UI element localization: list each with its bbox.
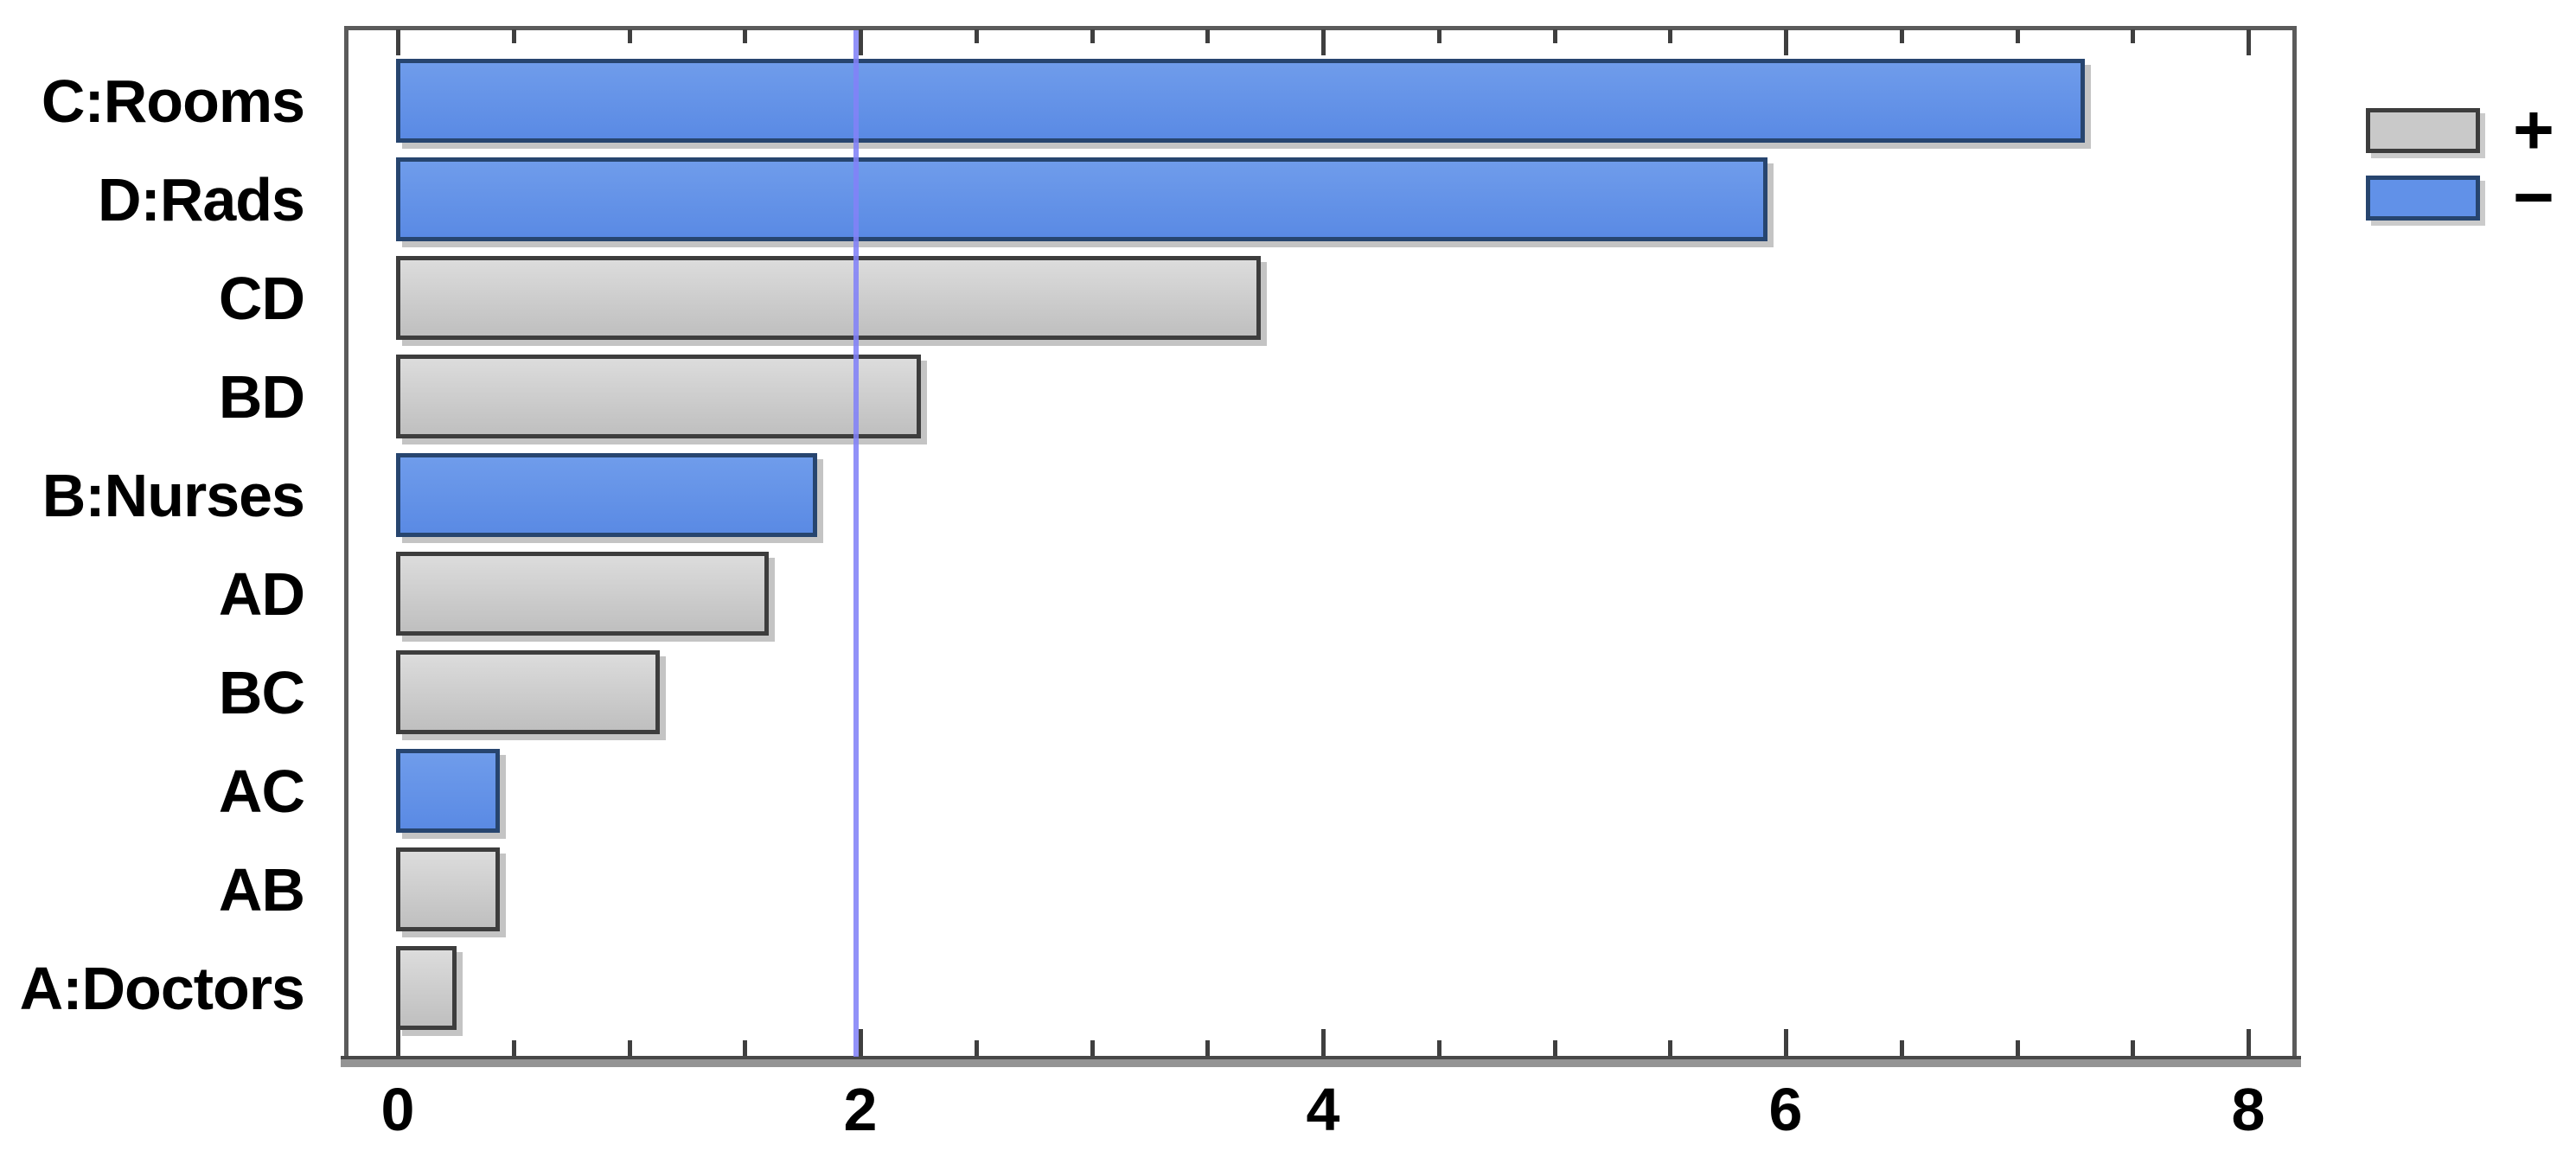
category-label-c-rooms: C:Rooms	[41, 67, 305, 135]
x-tick-minor-top-2.5	[975, 29, 979, 43]
x-tick-minor-bottom-5.5	[1668, 1040, 1672, 1057]
x-tick-minor-top-4.5	[1437, 29, 1441, 43]
x-tick-minor-bottom-2.5	[975, 1040, 979, 1057]
legend-label-minus: −	[2513, 158, 2554, 237]
bar-ac	[396, 749, 500, 833]
bar-b-nurses	[396, 453, 817, 537]
x-tick-minor-bottom-4.5	[1437, 1040, 1441, 1057]
x-tick-major-bottom-2	[859, 1029, 863, 1057]
x-tick-minor-top-7	[2016, 29, 2020, 43]
x-tick-minor-top-7.5	[2131, 29, 2135, 43]
x-tick-minor-top-6.5	[1900, 29, 1904, 43]
x-tick-label-2: 2	[843, 1076, 878, 1143]
x-tick-minor-top-5	[1553, 29, 1557, 43]
x-tick-minor-top-1.5	[743, 29, 747, 43]
x-tick-label-0: 0	[380, 1076, 415, 1143]
legend-swatch-minus-icon	[2366, 176, 2480, 221]
x-tick-label-6: 6	[1768, 1076, 1803, 1143]
bar-a-doctors	[396, 946, 457, 1030]
bar-ab	[396, 847, 500, 931]
x-tick-major-top-0	[396, 29, 400, 55]
x-tick-minor-bottom-3	[1090, 1040, 1095, 1057]
x-tick-major-bottom-0	[396, 1029, 400, 1057]
x-tick-major-bottom-6	[1784, 1029, 1788, 1057]
x-tick-minor-top-0.5	[512, 29, 516, 43]
x-tick-minor-bottom-0.5	[512, 1040, 516, 1057]
x-tick-minor-bottom-6.5	[1900, 1040, 1904, 1057]
reference-line	[853, 30, 859, 1057]
x-tick-minor-top-5.5	[1668, 29, 1672, 43]
bar-d-rads	[396, 157, 1767, 241]
x-tick-major-top-2	[859, 29, 863, 55]
category-label-ad: AD	[218, 560, 305, 628]
bar-cd	[396, 256, 1261, 340]
legend-swatch-plus-icon	[2366, 108, 2480, 153]
x-tick-minor-bottom-3.5	[1205, 1040, 1210, 1057]
category-label-d-rads: D:Rads	[97, 165, 305, 233]
x-tick-minor-top-3.5	[1205, 29, 1210, 43]
x-tick-label-8: 8	[2231, 1076, 2266, 1143]
category-label-ab: AB	[218, 855, 305, 924]
x-tick-major-bottom-8	[2247, 1029, 2251, 1057]
plot-frame	[344, 26, 2297, 1057]
category-label-bd: BD	[218, 362, 305, 431]
category-label-cd: CD	[218, 264, 305, 332]
category-label-b-nurses: B:Nurses	[42, 461, 305, 529]
x-axis-line	[341, 1056, 2301, 1067]
x-tick-major-top-6	[1784, 29, 1788, 55]
bar-c-rooms	[396, 59, 2085, 143]
category-label-ac: AC	[218, 757, 305, 825]
x-tick-minor-bottom-7.5	[2131, 1040, 2135, 1057]
x-tick-minor-bottom-5	[1553, 1040, 1557, 1057]
x-tick-major-top-4	[1321, 29, 1326, 55]
legend-item-minus: −	[2366, 163, 2554, 233]
x-tick-label-4: 4	[1306, 1076, 1340, 1143]
legend-label-plus: +	[2513, 91, 2554, 169]
x-tick-major-top-8	[2247, 29, 2251, 55]
x-tick-minor-bottom-1.5	[743, 1040, 747, 1057]
x-tick-minor-bottom-7	[2016, 1040, 2020, 1057]
x-tick-minor-top-1	[628, 29, 632, 43]
legend-item-plus: +	[2366, 95, 2554, 166]
bar-bd	[396, 355, 921, 438]
category-label-bc: BC	[218, 658, 305, 726]
bar-bc	[396, 650, 660, 734]
x-tick-major-bottom-4	[1321, 1029, 1326, 1057]
bar-ad	[396, 552, 769, 636]
category-label-a-doctors: A:Doctors	[19, 954, 305, 1022]
x-tick-minor-top-3	[1090, 29, 1095, 43]
x-tick-minor-bottom-1	[628, 1040, 632, 1057]
